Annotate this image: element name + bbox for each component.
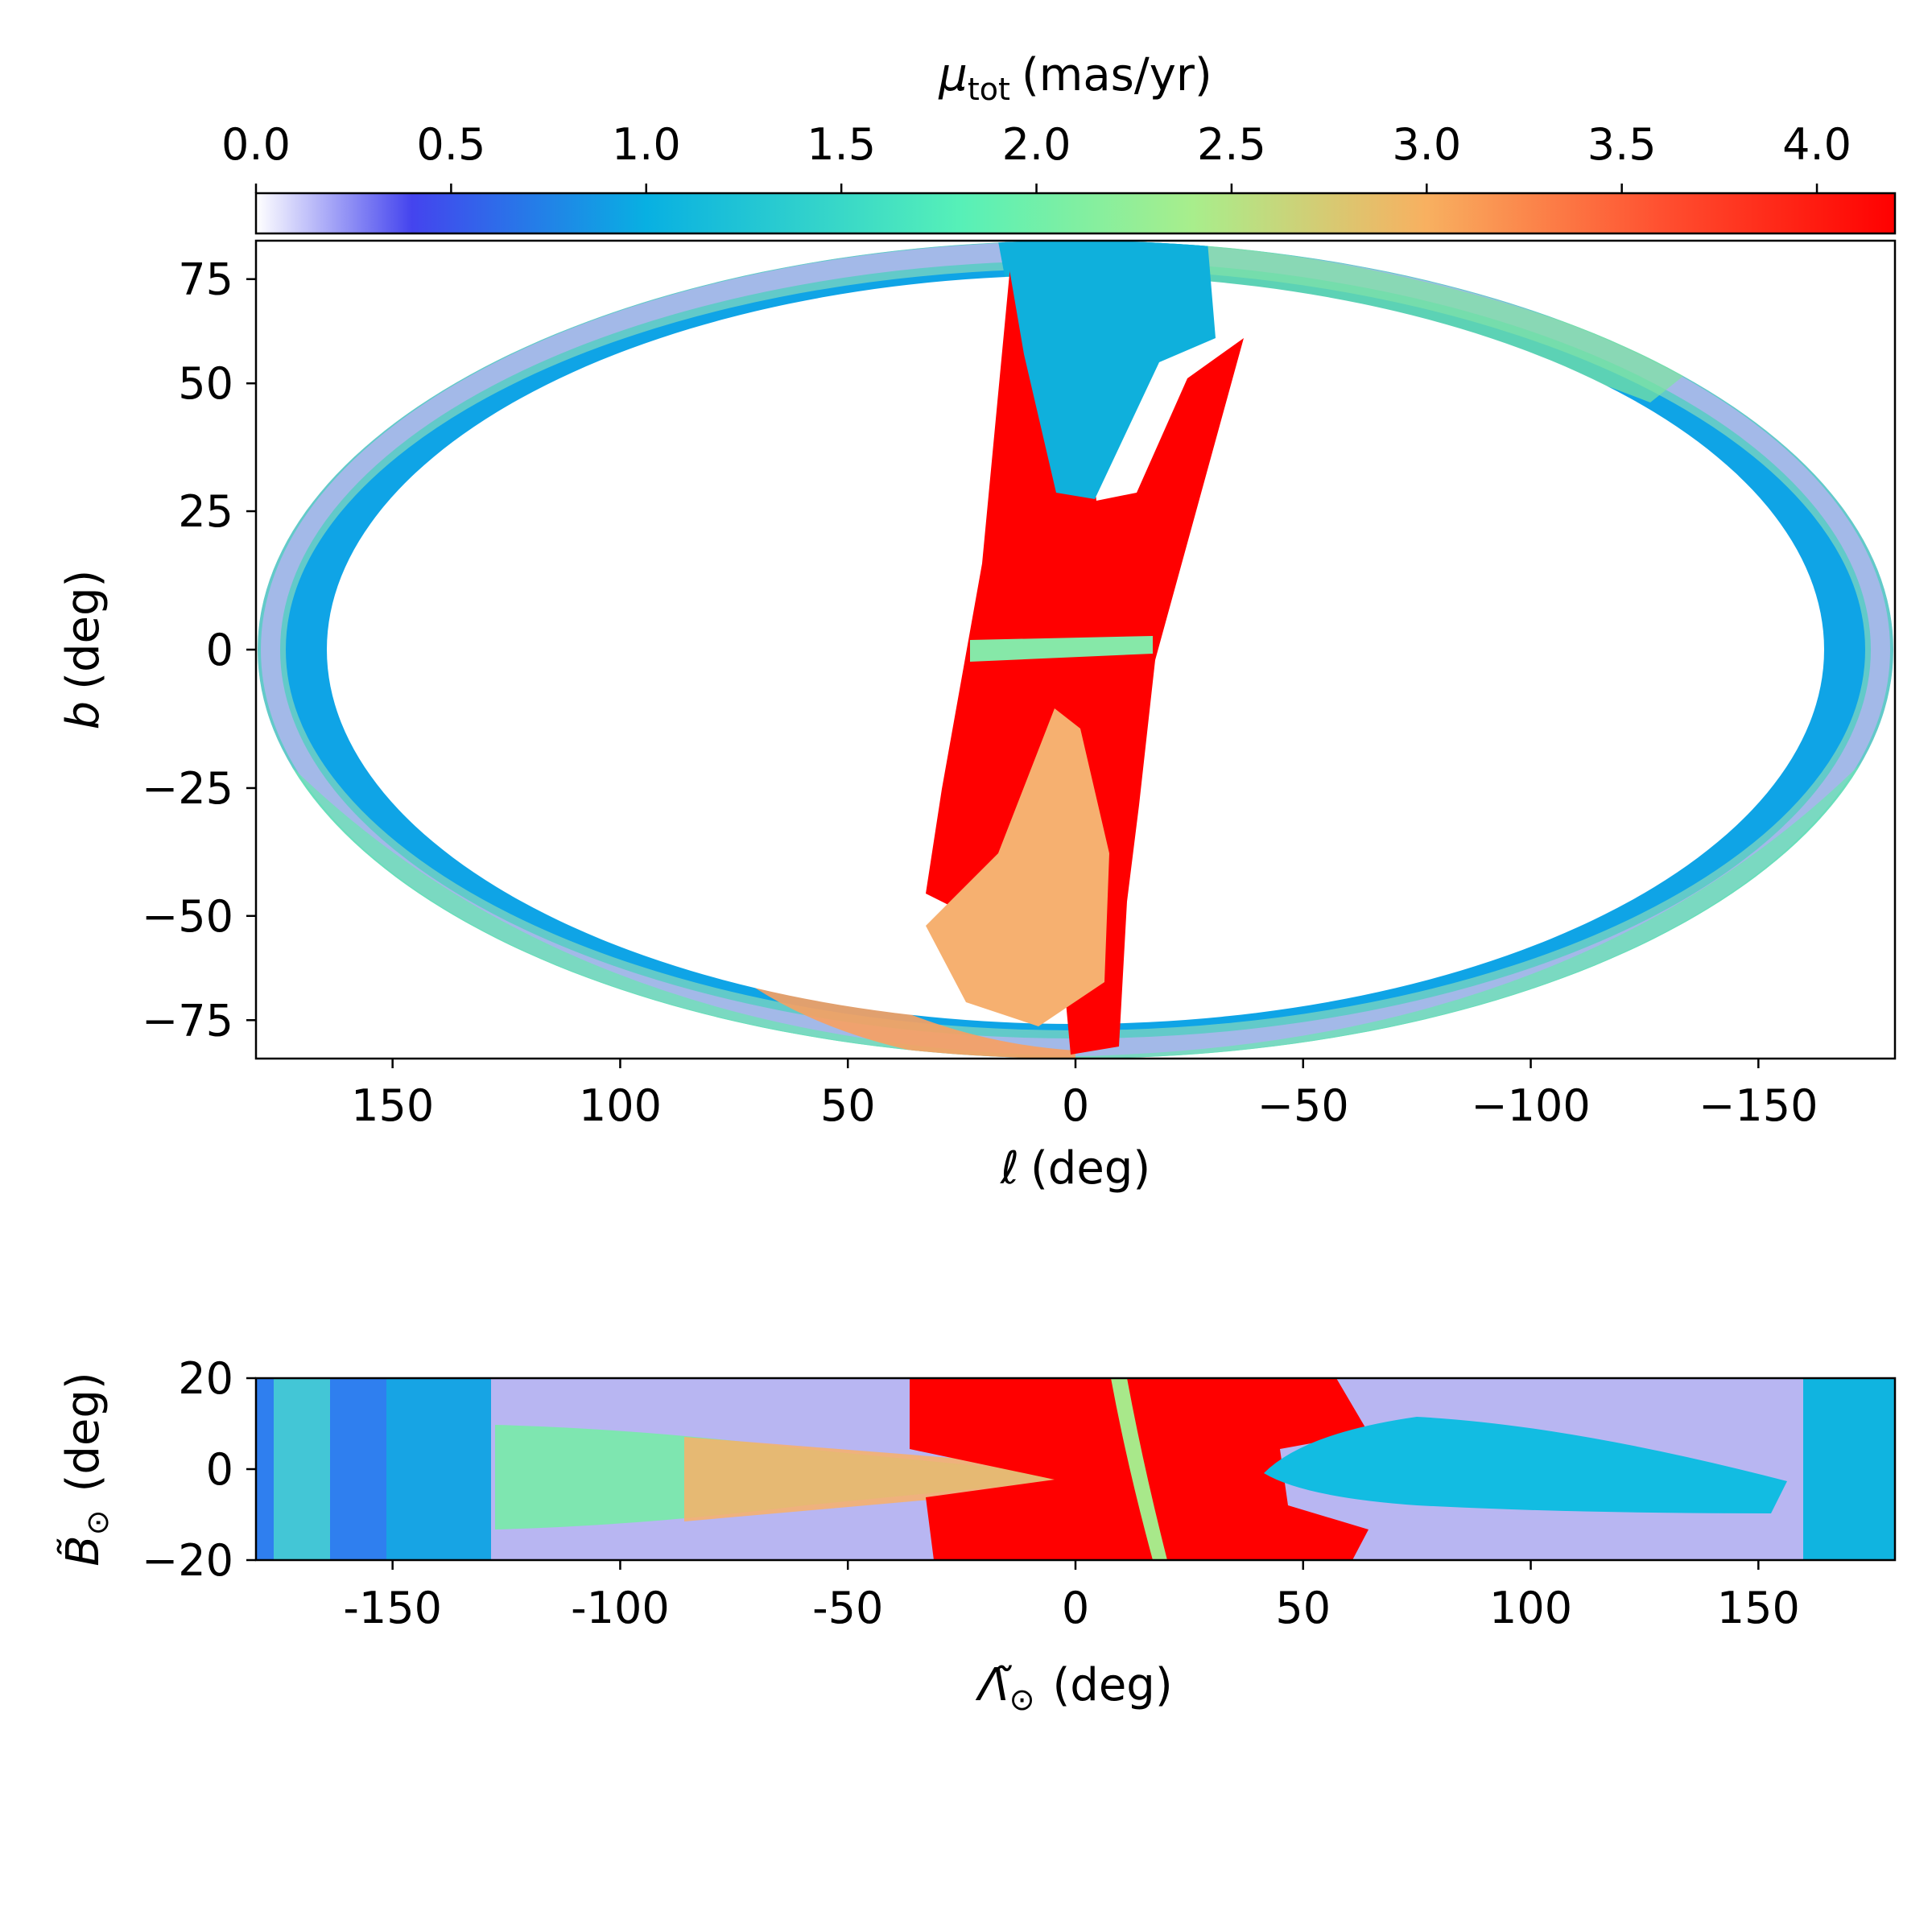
galactic-map-plot-area — [258, 241, 1893, 1059]
stream-frame-xtick-label: -50 — [812, 1583, 883, 1633]
sky-ellipse — [258, 241, 1893, 1059]
colorbar-tick-label: 2.0 — [1002, 119, 1071, 170]
stream-frame-xtick-label: 100 — [1489, 1583, 1572, 1633]
colorbar-tick-label: 1.5 — [807, 119, 876, 170]
colorbar: μtot (mas/yr) 0.0 0.5 1.0 1.5 2.0 2.5 3.0 3.5 4.0 — [221, 49, 1897, 235]
trailing-arm — [1264, 1417, 1787, 1513]
stream-frame-xtick-label: 0 — [1062, 1583, 1089, 1633]
colorbar-label: μtot (mas/yr) — [938, 49, 1212, 107]
colorbar-frame — [254, 192, 1897, 235]
galactic-map-ylabel-unit: (deg) — [57, 570, 109, 690]
stream-frame-xticks: -150 -100 -50 0 50 100 150 — [343, 1560, 1800, 1633]
disk-crossing-strip-overlay — [970, 636, 1153, 662]
galactic-map-xtick-label: 50 — [820, 1080, 876, 1131]
colorbar-tick-label: 1.0 — [612, 119, 681, 170]
stream-frame-right-blue — [1795, 1378, 1895, 1560]
stream-frame-ytick-label: −20 — [142, 1535, 233, 1586]
colorbar-tick-label: 3.5 — [1587, 119, 1657, 170]
stream-frame-left-blue — [386, 1378, 503, 1560]
colorbar-tick-label: 3.0 — [1392, 119, 1461, 170]
galactic-map-xtick-label: 0 — [1062, 1080, 1089, 1131]
galactic-map-xtick-label: −100 — [1471, 1080, 1590, 1131]
colorbar-tick-label: 2.5 — [1197, 119, 1266, 170]
stream-frame-yticks: 20 0 −20 — [142, 1353, 256, 1586]
galactic-map-xtick-label: 100 — [579, 1080, 662, 1131]
galactic-map-ytick-label: 0 — [206, 625, 233, 675]
leading-arm-orange — [684, 1437, 1095, 1521]
stream-frame-ylabel-unit: (deg) — [57, 1372, 109, 1492]
stream-frame-left-teal — [274, 1378, 330, 1560]
stream-frame-ytick-label: 20 — [178, 1353, 233, 1404]
stream-frame-xtick-label: 50 — [1275, 1583, 1331, 1633]
stream-frame-xtick-label: 150 — [1717, 1583, 1800, 1633]
galactic-map-xticks: 150 100 50 0 −50 −100 −150 — [351, 1059, 1818, 1131]
galactic-map-xtick-label: 150 — [351, 1080, 434, 1131]
colorbar-label-unit: (mas/yr) — [1022, 49, 1212, 101]
galactic-map-yticks: 75 50 25 0 −25 −50 −75 — [142, 254, 256, 1046]
stream-frame-xtick-label: -150 — [343, 1583, 442, 1633]
stream-frame-xlabel-unit: (deg) — [1052, 1659, 1172, 1711]
colorbar-tick-label: 4.0 — [1782, 119, 1852, 170]
galactic-map-ytick-label: 25 — [178, 486, 233, 537]
stream-frame-xlabel-symbol: Λ̃ — [975, 1659, 1012, 1711]
galactic-map-ytick-label: −75 — [142, 995, 233, 1046]
colorbar-bar — [256, 193, 1895, 233]
stream-frame-xlabel: Λ̃⊙ (deg) — [975, 1659, 1172, 1717]
colorbar-tick-label: 0.0 — [221, 119, 291, 170]
galactic-map-ytick-label: 50 — [178, 358, 233, 409]
stream-frame-ylabel-sub: ⊙ — [80, 1509, 115, 1535]
colorbar-tick-label: 0.5 — [416, 119, 485, 170]
galactic-map-ytick-label: 75 — [178, 254, 233, 305]
galactic-map-xlabel: ℓ (deg) — [1000, 1142, 1150, 1195]
stream-frame-ytick-label: 0 — [206, 1444, 233, 1495]
galactic-map-ylabel-symbol: b — [57, 701, 109, 730]
stream-frame-axes: -150 -100 -50 0 50 100 150 200−20 Λ̃⊙ (deg) B̃⊙… — [57, 1353, 1897, 1717]
galactic-map-xtick-label: −150 — [1699, 1080, 1818, 1131]
northern-wedge-overlay — [1005, 241, 1216, 499]
galactic-map-ylabel: b (deg) — [57, 570, 109, 730]
stream-frame-ylabel: B̃⊙ (deg) — [57, 1372, 115, 1567]
stream-frame-xlabel-sub: ⊙ — [1009, 1682, 1035, 1717]
southern-tail-overlay — [926, 708, 1109, 1026]
stream-frame-xtick-label: -100 — [571, 1583, 670, 1633]
stream-frame-plot-area — [256, 1378, 1895, 1560]
stream-frame-ylabel-symbol: B̃ — [57, 1535, 109, 1566]
colorbar-label-symbol: μ — [938, 49, 968, 101]
disk-crossing-track — [1111, 1378, 1167, 1560]
galactic-map-xlabel-symbol: ℓ — [1000, 1142, 1019, 1195]
colorbar-label-subscript: tot — [968, 72, 1010, 107]
galactic-map-xtick-label: −50 — [1257, 1080, 1349, 1131]
galactic-map-xlabel-unit: (deg) — [1030, 1142, 1150, 1195]
galactic-map-ytick-label: −25 — [142, 763, 233, 814]
colorbar-ticks: 0.0 0.5 1.0 1.5 2.0 2.5 3.0 3.5 4.0 — [221, 119, 1852, 193]
galactic-map-ytick-label: −50 — [142, 891, 233, 942]
